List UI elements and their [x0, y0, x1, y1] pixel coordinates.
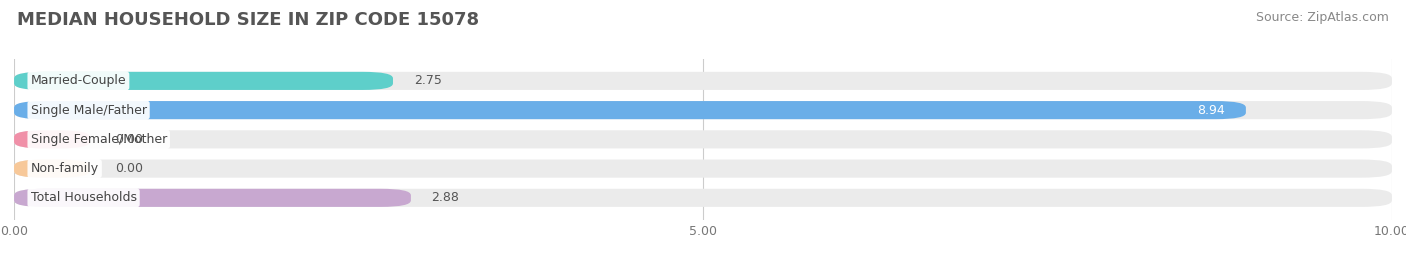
FancyBboxPatch shape — [14, 189, 1392, 207]
Text: Single Male/Father: Single Male/Father — [31, 104, 146, 117]
FancyBboxPatch shape — [14, 159, 90, 178]
Text: Non-family: Non-family — [31, 162, 98, 175]
Text: MEDIAN HOUSEHOLD SIZE IN ZIP CODE 15078: MEDIAN HOUSEHOLD SIZE IN ZIP CODE 15078 — [17, 11, 479, 29]
Text: 0.00: 0.00 — [115, 133, 142, 146]
Text: Single Female/Mother: Single Female/Mother — [31, 133, 167, 146]
Text: 8.94: 8.94 — [1198, 104, 1225, 117]
FancyBboxPatch shape — [14, 101, 1392, 119]
Text: Source: ZipAtlas.com: Source: ZipAtlas.com — [1256, 11, 1389, 24]
FancyBboxPatch shape — [14, 130, 90, 148]
Text: Total Households: Total Households — [31, 191, 136, 204]
FancyBboxPatch shape — [14, 101, 1246, 119]
FancyBboxPatch shape — [14, 130, 1392, 148]
FancyBboxPatch shape — [14, 189, 411, 207]
Text: 2.88: 2.88 — [432, 191, 460, 204]
FancyBboxPatch shape — [14, 72, 394, 90]
FancyBboxPatch shape — [14, 72, 1392, 90]
Text: Married-Couple: Married-Couple — [31, 75, 127, 87]
Text: 2.75: 2.75 — [413, 75, 441, 87]
Text: 0.00: 0.00 — [115, 162, 142, 175]
FancyBboxPatch shape — [14, 159, 1392, 178]
